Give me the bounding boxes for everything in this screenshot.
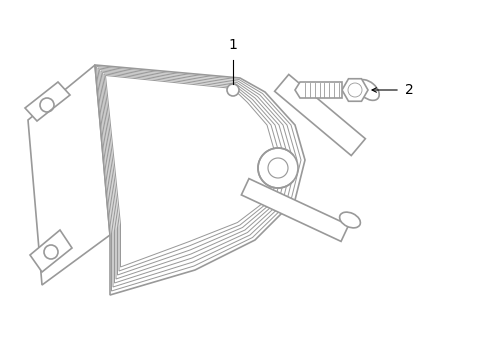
Polygon shape <box>242 179 349 242</box>
Circle shape <box>227 84 239 96</box>
Circle shape <box>258 148 298 188</box>
Ellipse shape <box>357 80 379 100</box>
Polygon shape <box>95 65 305 295</box>
Polygon shape <box>30 230 72 272</box>
Circle shape <box>268 158 288 178</box>
Text: 2: 2 <box>405 83 414 97</box>
Polygon shape <box>274 75 366 156</box>
Text: 1: 1 <box>228 38 238 52</box>
Polygon shape <box>295 82 342 98</box>
Ellipse shape <box>340 212 361 228</box>
Polygon shape <box>25 82 70 121</box>
Polygon shape <box>28 65 110 285</box>
Polygon shape <box>342 79 368 101</box>
